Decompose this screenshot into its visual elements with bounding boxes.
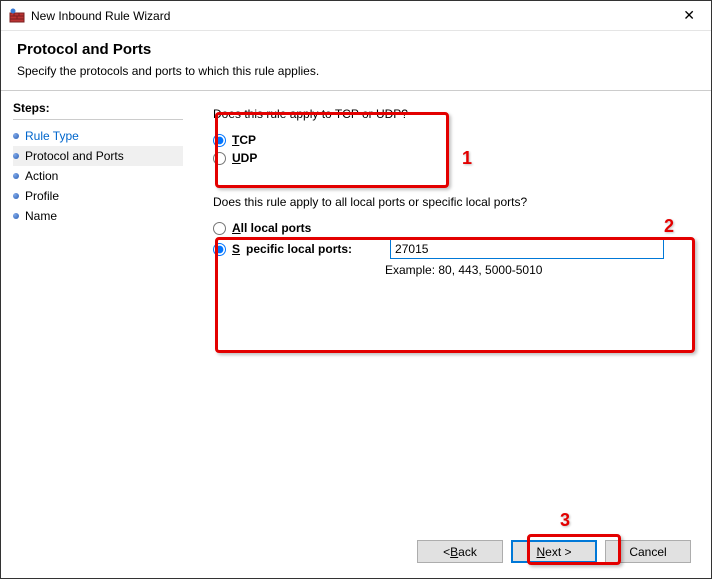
bullet-icon xyxy=(13,173,19,179)
label-tcp[interactable]: TCP xyxy=(232,133,256,147)
sidebar-step: Action xyxy=(13,166,193,186)
input-specific-ports[interactable] xyxy=(390,239,664,259)
radio-specific-ports[interactable] xyxy=(213,243,226,256)
button-row: < Back Next > Cancel xyxy=(417,540,691,563)
content: Steps: Rule Type Protocol and Ports Action… xyxy=(1,91,711,579)
firewall-icon xyxy=(9,8,25,24)
sidebar-step[interactable]: Rule Type xyxy=(13,126,193,146)
page-title: Protocol and Ports xyxy=(17,41,695,58)
page-subtitle: Specify the protocols and ports to which… xyxy=(17,64,695,78)
sidebar-step-label: Name xyxy=(25,209,57,223)
sidebar-step-label: Action xyxy=(25,169,58,183)
close-icon[interactable]: ✕ xyxy=(675,5,703,26)
question-protocol: Does this rule apply to TCP or UDP? xyxy=(213,107,691,121)
bullet-icon xyxy=(13,133,19,139)
main-panel: Does this rule apply to TCP or UDP? TCP … xyxy=(193,91,711,579)
sidebar-step: Protocol and Ports xyxy=(13,146,183,166)
sidebar-step-label: Profile xyxy=(25,189,59,203)
titlebar: New Inbound Rule Wizard ✕ xyxy=(1,1,711,31)
radio-all-ports[interactable] xyxy=(213,222,226,235)
sidebar-step-label: Protocol and Ports xyxy=(25,149,124,163)
bullet-icon xyxy=(13,153,19,159)
back-button[interactable]: < Back xyxy=(417,540,503,563)
steps-heading: Steps: xyxy=(13,101,193,115)
header: Protocol and Ports Specify the protocols… xyxy=(1,31,711,90)
label-specific-ports[interactable]: Specific local ports: xyxy=(232,240,352,258)
bullet-icon xyxy=(13,213,19,219)
steps-rule xyxy=(13,119,183,120)
sidebar-step-link[interactable]: Rule Type xyxy=(25,129,79,143)
radio-udp[interactable] xyxy=(213,152,226,165)
sidebar-step: Profile xyxy=(13,186,193,206)
cancel-button[interactable]: Cancel xyxy=(605,540,691,563)
ports-example: Example: 80, 443, 5000-5010 xyxy=(385,263,691,277)
sidebar-step: Name xyxy=(13,206,193,226)
label-udp[interactable]: UDP xyxy=(232,151,257,165)
next-button[interactable]: Next > xyxy=(511,540,597,563)
label-all-ports[interactable]: All local ports xyxy=(232,221,311,235)
question-ports: Does this rule apply to all local ports … xyxy=(213,195,691,209)
bullet-icon xyxy=(13,193,19,199)
window-title: New Inbound Rule Wizard xyxy=(31,9,675,23)
radio-tcp[interactable] xyxy=(213,134,226,147)
sidebar: Steps: Rule Type Protocol and Ports Action… xyxy=(1,91,193,579)
wizard-window: New Inbound Rule Wizard ✕ Protocol and P… xyxy=(0,0,712,579)
